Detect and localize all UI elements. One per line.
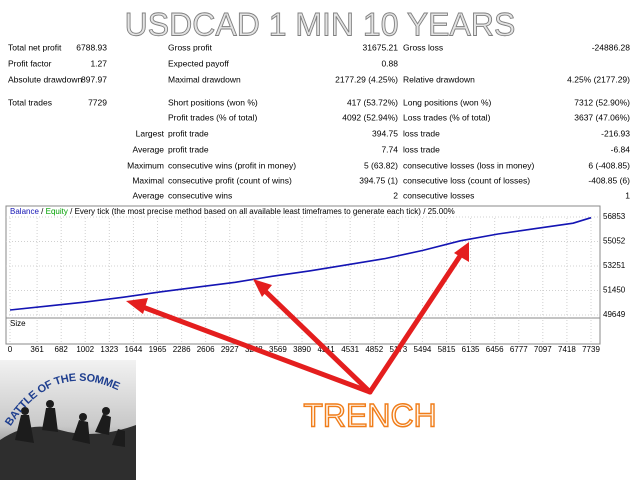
- legend-sep: /: [423, 207, 426, 216]
- legend-balance: Balance: [10, 207, 39, 216]
- x-tick-label: 7097: [534, 345, 552, 354]
- x-tick-label: 5815: [438, 345, 456, 354]
- stat-value: 1: [625, 190, 630, 200]
- stat-prefix: Maximal: [132, 175, 164, 185]
- stat-value: 0.88: [381, 58, 398, 68]
- stat-value: -24886.28: [592, 42, 631, 52]
- legend-sep: /: [41, 207, 44, 216]
- stat-label: loss trade: [403, 144, 440, 154]
- photo: BATTLE OF THE SOMME: [0, 360, 136, 480]
- stat-label: consecutive profit (count of wins): [168, 175, 292, 185]
- stat-value: 394.75: [372, 128, 398, 138]
- legend-description: Every tick (the most precise method base…: [75, 207, 422, 216]
- report-title: USDCAD 1 MIN 10 YEARS: [125, 6, 516, 42]
- stat-value: 2: [393, 190, 398, 200]
- x-tick-label: 361: [30, 345, 44, 354]
- stat-label: Profit trades (% of total): [168, 112, 257, 122]
- legend-quality: 25.00%: [428, 207, 455, 216]
- stat-value: 394.75 (1): [359, 175, 398, 185]
- x-tick-label: 1644: [125, 345, 143, 354]
- stat-prefix: Average: [132, 190, 164, 200]
- stat-label: consecutive wins: [168, 190, 232, 200]
- stat-value: -408.85 (6): [588, 175, 630, 185]
- stat-value: 6788.93: [76, 42, 107, 52]
- stat-label: Total trades: [8, 97, 52, 107]
- stat-value: 6 (-408.85): [588, 160, 630, 170]
- stat-value: 417 (53.72%): [347, 97, 398, 107]
- balance-line: [9, 216, 592, 311]
- stat-value: 5 (63.82): [364, 160, 398, 170]
- stat-prefix: Average: [132, 144, 164, 154]
- stat-value: 4.25% (2177.29): [567, 74, 630, 84]
- stat-value: 31675.21: [363, 42, 399, 52]
- chart-legend: Balance / Equity / Every tick (the most …: [10, 207, 455, 216]
- stat-label: Expected payoff: [168, 58, 229, 68]
- size-panel: [5, 317, 601, 345]
- stat-label: profit trade: [168, 128, 209, 138]
- stat-label: Total net profit: [8, 42, 62, 52]
- stat-label: Long positions (won %): [403, 97, 492, 107]
- stat-value: 7312 (52.90%): [574, 97, 630, 107]
- arrow-heads: [126, 242, 469, 314]
- x-tick-label: 2606: [197, 345, 215, 354]
- stat-value: 897.97: [81, 74, 107, 84]
- x-tick-label: 4852: [365, 345, 383, 354]
- y-tick-label: 56853: [603, 212, 626, 221]
- stat-value: 1.27: [90, 58, 107, 68]
- x-tick-label: 6135: [462, 345, 480, 354]
- stat-value: -216.93: [601, 128, 630, 138]
- annotation: TRENCH: [303, 397, 436, 433]
- stat-value: 2177.29 (4.25%): [335, 74, 398, 84]
- x-tick-label: 2927: [221, 345, 239, 354]
- x-tick-label: 4531: [341, 345, 359, 354]
- stat-value: 3637 (47.06%): [574, 112, 630, 122]
- stat-value: 7.74: [381, 144, 398, 154]
- x-tick-label: 1965: [149, 345, 167, 354]
- x-tick-label: 6456: [486, 345, 504, 354]
- x-tick-label: 7739: [582, 345, 600, 354]
- y-tick-label: 51450: [603, 286, 626, 295]
- y-tick-label: 49649: [603, 310, 626, 319]
- stat-label: Maximal drawdown: [168, 74, 241, 84]
- stat-label: Loss trades (% of total): [403, 112, 491, 122]
- stat-label: loss trade: [403, 128, 440, 138]
- stat-value: 4092 (52.94%): [342, 112, 398, 122]
- size-label: Size: [10, 319, 26, 328]
- arrows: [137, 250, 465, 395]
- stat-prefix: Maximum: [127, 160, 164, 170]
- stat-label: Short positions (won %): [168, 97, 258, 107]
- stat-prefix: Largest: [136, 128, 165, 138]
- stat-label: Absolute drawdown: [8, 74, 82, 84]
- y-tick-label: 55052: [603, 237, 626, 246]
- stat-value: -6.84: [611, 144, 631, 154]
- x-tick-label: 0: [8, 345, 13, 354]
- stat-label: profit trade: [168, 144, 209, 154]
- stat-label: consecutive losses (loss in money): [403, 160, 535, 170]
- x-tick-label: 2286: [173, 345, 191, 354]
- stat-label: consecutive loss (count of losses): [403, 175, 530, 185]
- stat-label: Relative drawdown: [403, 74, 475, 84]
- stat-label: consecutive losses: [403, 190, 474, 200]
- x-tick-label: 7418: [558, 345, 576, 354]
- x-tick-label: 682: [55, 345, 69, 354]
- x-tick-label: 6777: [510, 345, 528, 354]
- stat-value: 7729: [88, 97, 107, 107]
- stat-label: Gross profit: [168, 42, 213, 52]
- x-tick-label: 1002: [76, 345, 94, 354]
- x-tick-label: 3890: [293, 345, 311, 354]
- x-tick-label: 3569: [269, 345, 287, 354]
- stat-label: consecutive wins (profit in money): [168, 160, 296, 170]
- x-tick-label: 1323: [100, 345, 118, 354]
- stat-label: Gross loss: [403, 42, 443, 52]
- stat-label: Profit factor: [8, 58, 52, 68]
- legend-equity: Equity: [46, 207, 68, 216]
- stats-table: Total net profit 6788.93 Gross profit 31675…: [8, 42, 630, 200]
- legend-sep: /: [70, 207, 73, 216]
- x-tick-label: 5494: [414, 345, 432, 354]
- y-tick-label: 53251: [603, 261, 626, 270]
